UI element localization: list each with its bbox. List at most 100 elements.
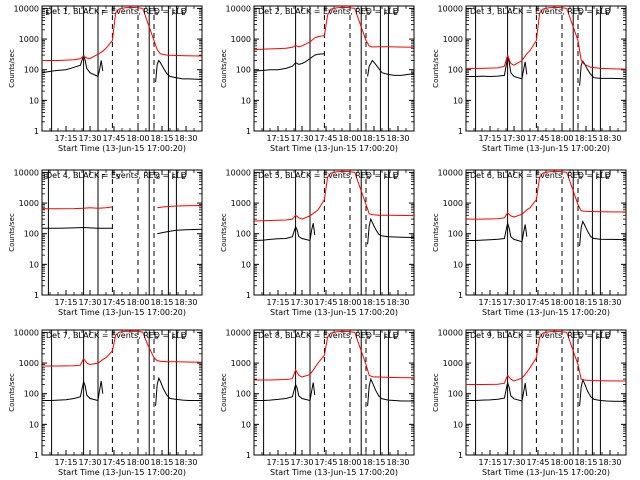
y-axis-label: Counts/sec <box>8 373 16 412</box>
y-tick-label: 100 <box>448 66 463 75</box>
y-tick-label: 1000 <box>443 35 463 44</box>
x-tick-label: 17:15 <box>54 134 77 143</box>
y-tick-label: 10000 <box>14 168 39 177</box>
y-tick-label: 100 <box>236 230 251 239</box>
plot-frame <box>41 329 203 456</box>
x-tick-label: 18:30 <box>386 298 409 307</box>
plot-frame <box>253 169 415 296</box>
segment-label: E <box>44 173 48 181</box>
series-line-lld <box>254 330 414 381</box>
x-tick-label: 17:45 <box>314 298 337 307</box>
panel-title: Det 5, BLACK = Events, RED = LLD <box>258 171 399 180</box>
y-axis-label: Counts/sec <box>220 213 228 252</box>
series-line-events <box>254 53 414 77</box>
y-tick-label: 100 <box>24 66 39 75</box>
series-line-lld <box>254 170 414 222</box>
x-tick-label: 17:30 <box>502 134 525 143</box>
segment-label: E <box>605 9 609 17</box>
segment-label: E <box>393 9 397 17</box>
plot-frame <box>253 5 415 132</box>
segment-label: S <box>154 333 159 341</box>
plot-frame <box>465 169 627 296</box>
x-tick-label: 17:30 <box>290 458 313 467</box>
y-tick-label: 1 <box>34 291 39 300</box>
x-tick-label: 17:45 <box>526 134 549 143</box>
y-axis-label: Counts/sec <box>432 213 440 252</box>
segment-label: E <box>393 333 397 341</box>
detector-panel-8: 1 10 100 1000 10000 17:15 17:30 17:45 18:00 18:15… <box>220 328 415 477</box>
y-tick-label: 10000 <box>226 168 251 177</box>
series-group <box>254 330 414 406</box>
x-tick-label: 17:30 <box>502 298 525 307</box>
x-tick-label: 18:30 <box>598 298 621 307</box>
panel-title: Det 2, BLACK = Events, RED = LLD <box>258 7 399 16</box>
y-tick-label: 100 <box>24 230 39 239</box>
panel-title: Det 3, BLACK = Events, RED = LLD <box>470 7 611 16</box>
series-line-lld <box>42 205 202 210</box>
x-axis-label: Start Time (13-Jun-15 17:00:20) <box>58 308 186 317</box>
y-tick-label: 10 <box>29 96 39 105</box>
series-line-events <box>254 217 414 245</box>
detector-panel-1: 1 10 100 1000 10000 17:15 17:30 17:45 18:00 18:15… <box>8 4 203 153</box>
panel-title: Det 8, BLACK = Events, RED = LLD <box>258 331 399 340</box>
x-tick-label: 17:45 <box>102 458 125 467</box>
x-tick-label: 18:15 <box>574 298 597 307</box>
detector-panel-5: 1 10 100 1000 10000 17:15 17:30 17:45 18:00 18:15… <box>220 168 415 317</box>
segment-label: S <box>116 173 121 181</box>
series-group <box>42 330 202 406</box>
y-tick-label: 10 <box>241 260 251 269</box>
y-axis-label: Counts/sec <box>220 49 228 88</box>
segment-label: F <box>596 9 600 17</box>
y-tick-label: 1 <box>246 291 251 300</box>
x-axis-label: Start Time (13-Jun-15 17:00:20) <box>58 144 186 153</box>
segment-label: E <box>45 9 49 17</box>
x-tick-label: 17:15 <box>266 298 289 307</box>
segment-label: E <box>181 9 185 17</box>
y-tick-label: 1 <box>34 127 39 136</box>
segment-label: E <box>605 333 609 341</box>
y-tick-label: 1 <box>458 127 463 136</box>
y-tick-label: 1000 <box>19 35 39 44</box>
x-tick-label: 17:45 <box>314 134 337 143</box>
detector-panel-7: 1 10 100 1000 10000 17:15 17:30 17:45 18:00 18:15… <box>8 328 203 477</box>
x-tick-label: 17:15 <box>54 458 77 467</box>
y-axis-label: Counts/sec <box>8 213 16 252</box>
x-tick-label: 18:30 <box>598 458 621 467</box>
x-tick-label: 18:15 <box>150 134 173 143</box>
segment-label: S <box>154 9 159 17</box>
x-tick-label: 17:30 <box>78 298 101 307</box>
x-tick-label: 18:00 <box>550 458 573 467</box>
series-line-events <box>466 55 626 86</box>
x-tick-label: 18:30 <box>174 134 197 143</box>
y-tick-label: 10000 <box>438 4 463 13</box>
series-group <box>254 170 414 245</box>
detector-panel-4: 1 10 100 1000 10000 17:15 17:30 17:45 18:00 18:15… <box>8 168 203 317</box>
y-tick-label: 1000 <box>443 359 463 368</box>
segment-label: F <box>101 173 105 181</box>
segment-label: F <box>172 333 176 341</box>
x-tick-label: 17:15 <box>478 134 501 143</box>
y-tick-label: 100 <box>236 390 251 399</box>
segment-label: S <box>156 173 161 181</box>
y-tick-label: 1000 <box>19 199 39 208</box>
y-tick-label: 10 <box>241 420 251 429</box>
y-axis-label: Counts/sec <box>432 49 440 88</box>
x-tick-label: 18:15 <box>150 298 173 307</box>
segment-label: F <box>596 173 600 181</box>
segment-label: F <box>172 9 176 17</box>
x-axis-label: Start Time (13-Jun-15 17:00:20) <box>270 468 398 477</box>
y-tick-label: 10000 <box>438 168 463 177</box>
y-tick-label: 100 <box>448 230 463 239</box>
series-group <box>466 6 626 86</box>
series-line-lld <box>466 330 626 385</box>
x-tick-label: 17:45 <box>526 298 549 307</box>
y-tick-label: 100 <box>448 390 463 399</box>
panel-title: Det 1, BLACK = Events, RED = LLD <box>46 7 187 16</box>
y-tick-label: 1000 <box>19 359 39 368</box>
x-tick-label: 17:45 <box>526 458 549 467</box>
series-line-events <box>466 378 626 406</box>
x-axis-label: Start Time (13-Jun-15 17:00:20) <box>482 308 610 317</box>
x-tick-label: 17:30 <box>290 298 313 307</box>
y-tick-label: 1 <box>458 291 463 300</box>
x-axis-label: Start Time (13-Jun-15 17:00:20) <box>482 468 610 477</box>
